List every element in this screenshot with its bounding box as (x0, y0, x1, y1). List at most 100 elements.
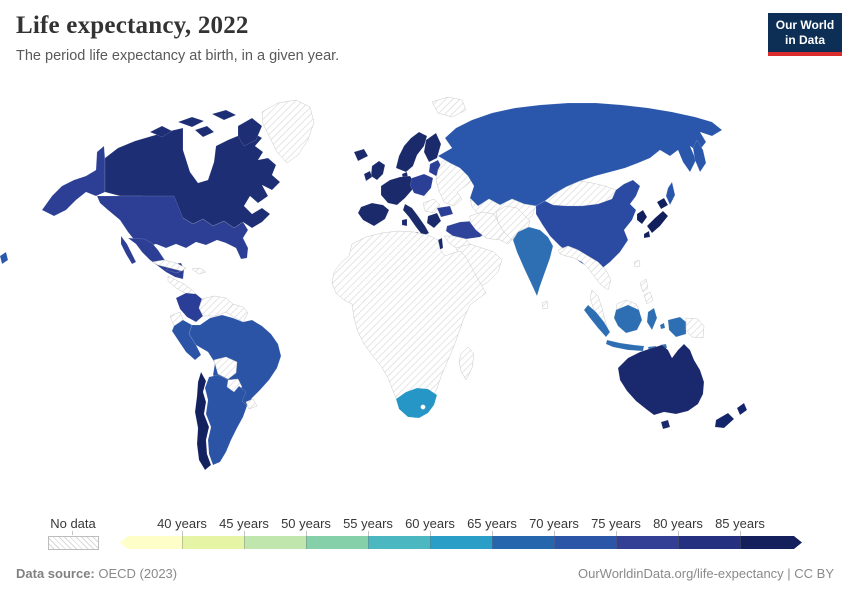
map-region-scandinavia[interactable] (395, 131, 428, 173)
data-source-label: Data source: (16, 566, 95, 581)
map-region-java[interactable] (605, 339, 645, 352)
map-region-new-zealand-north[interactable] (736, 402, 748, 416)
owid-logo-line2: in Data (784, 33, 825, 47)
map-region-philippines[interactable] (643, 291, 654, 305)
no-data-label: No data (50, 516, 96, 531)
map-region-finland[interactable] (423, 132, 442, 163)
map-region-argentina[interactable] (204, 374, 248, 466)
legend-tick-label: 85 years (715, 516, 765, 531)
map-region-korea[interactable] (636, 209, 648, 225)
map-region-australia[interactable] (617, 343, 705, 416)
map-region-ireland[interactable] (363, 170, 373, 182)
legend-tick (554, 531, 555, 536)
map-region-afghanistan-pakistan[interactable] (495, 205, 531, 241)
map-region-iberia[interactable] (357, 202, 390, 227)
map-region-sulawesi[interactable] (646, 307, 658, 331)
map-region-iceland[interactable] (353, 148, 369, 162)
map-region-west-papua[interactable] (667, 316, 687, 338)
legend-tick (368, 531, 369, 536)
map-region-japan-kyushu[interactable] (643, 230, 651, 239)
legend-bin-45-50 years[interactable] (244, 536, 306, 549)
legend-bin-55-60 years[interactable] (368, 536, 430, 549)
map-region-canada-island[interactable] (237, 117, 263, 147)
map-region-canada-island[interactable] (194, 125, 215, 138)
credit-line: OurWorldinData.org/life-expectancy | CC … (577, 566, 834, 581)
map-region-chukotka-west[interactable] (0, 251, 9, 265)
map-region-borneo[interactable] (613, 304, 643, 334)
legend-tick (678, 531, 679, 536)
map-region-west-europe[interactable] (380, 175, 415, 206)
map-region-philippines[interactable] (639, 278, 649, 293)
map-region-papua-new-guinea[interactable] (685, 317, 705, 339)
legend-bin-50-55 years[interactable] (306, 536, 368, 549)
map-region-south-africa[interactable] (395, 387, 438, 419)
map-region-taiwan[interactable] (633, 259, 641, 268)
map-region-lesotho (420, 404, 426, 410)
map-region-chile[interactable] (194, 371, 212, 471)
no-data-tick (72, 531, 73, 535)
map-region-canada-island[interactable] (149, 125, 173, 138)
map-region-mexico-baja[interactable] (120, 235, 137, 265)
legend-bin-85+ years[interactable] (740, 536, 802, 549)
legend-tick (430, 531, 431, 536)
legend-bin-75-80 years[interactable] (616, 536, 678, 549)
legend-tick (740, 531, 741, 536)
map-region-canada-island[interactable] (177, 116, 205, 128)
legend-tick (244, 531, 245, 536)
map-region-central-europe[interactable] (409, 173, 434, 197)
owid-logo[interactable]: Our World in Data (768, 13, 842, 56)
map-region-alaska[interactable] (41, 145, 106, 217)
legend-bin-70-75 years[interactable] (554, 536, 616, 549)
map-region-southeast-asia[interactable] (557, 245, 612, 291)
map-region-iran[interactable] (469, 211, 505, 241)
map-region-japan-hokkaido[interactable] (656, 197, 669, 210)
map-region-cuba[interactable] (151, 259, 187, 272)
legend-tick-label: 80 years (653, 516, 703, 531)
map-region-sumatra[interactable] (583, 304, 611, 338)
map-region-svalbard[interactable] (431, 96, 467, 118)
legend-bin-60-65 years[interactable] (430, 536, 492, 549)
map-region-sardinia[interactable] (401, 218, 408, 227)
map-legend: No data 40 years 45 years 50 years 55 years… (0, 514, 850, 554)
map-region-greece[interactable] (426, 212, 442, 229)
legend-bin-<40 years[interactable] (120, 536, 182, 549)
map-region-maluku[interactable] (659, 322, 666, 330)
map-region-japan-honshu[interactable] (646, 210, 669, 234)
legend-tick-label: 40 years (157, 516, 207, 531)
legend-tick-label: 55 years (343, 516, 393, 531)
page-title: Life expectancy, 2022 (16, 12, 249, 39)
map-region-bolivia[interactable] (213, 356, 238, 380)
legend-tick-label: 70 years (529, 516, 579, 531)
map-region-new-zealand-south[interactable] (714, 412, 735, 429)
legend-tick (306, 531, 307, 536)
map-region-sri-lanka[interactable] (541, 300, 549, 310)
legend-bin-80-85 years[interactable] (678, 536, 740, 549)
legend-tick (616, 531, 617, 536)
legend-tick-label: 60 years (405, 516, 455, 531)
legend-bin-65-70 years[interactable] (492, 536, 554, 549)
map-region-madagascar[interactable] (458, 346, 475, 381)
no-data-swatch[interactable] (48, 536, 99, 550)
map-region-india[interactable] (512, 226, 554, 297)
legend-bin-40-45 years[interactable] (182, 536, 244, 549)
map-region-balkans[interactable] (422, 198, 441, 214)
map-region-bulgaria[interactable] (436, 205, 454, 218)
chart-header: Life expectancy, 2022 The period life ex… (16, 12, 339, 64)
map-region-peru[interactable] (171, 319, 202, 361)
map-region-tasmania[interactable] (660, 419, 671, 430)
map-region-uruguay[interactable] (245, 398, 258, 410)
map-region-uk[interactable] (370, 160, 386, 181)
data-source: Data source: OECD (2023) (16, 566, 177, 581)
map-region-africa[interactable] (331, 230, 487, 419)
map-region-canada[interactable] (104, 127, 281, 229)
map-region-kamchatka[interactable] (692, 139, 707, 173)
map-region-greenland[interactable] (261, 99, 315, 164)
owid-logo-line1: Our World (775, 18, 835, 32)
map-region-hispaniola[interactable] (191, 267, 207, 275)
data-source-value: OECD (2023) (94, 566, 178, 581)
map-region-brazil[interactable] (188, 314, 282, 407)
map-region-canada-island[interactable] (211, 109, 237, 121)
legend-tick (492, 531, 493, 536)
map-region-sakhalin[interactable] (665, 181, 676, 206)
